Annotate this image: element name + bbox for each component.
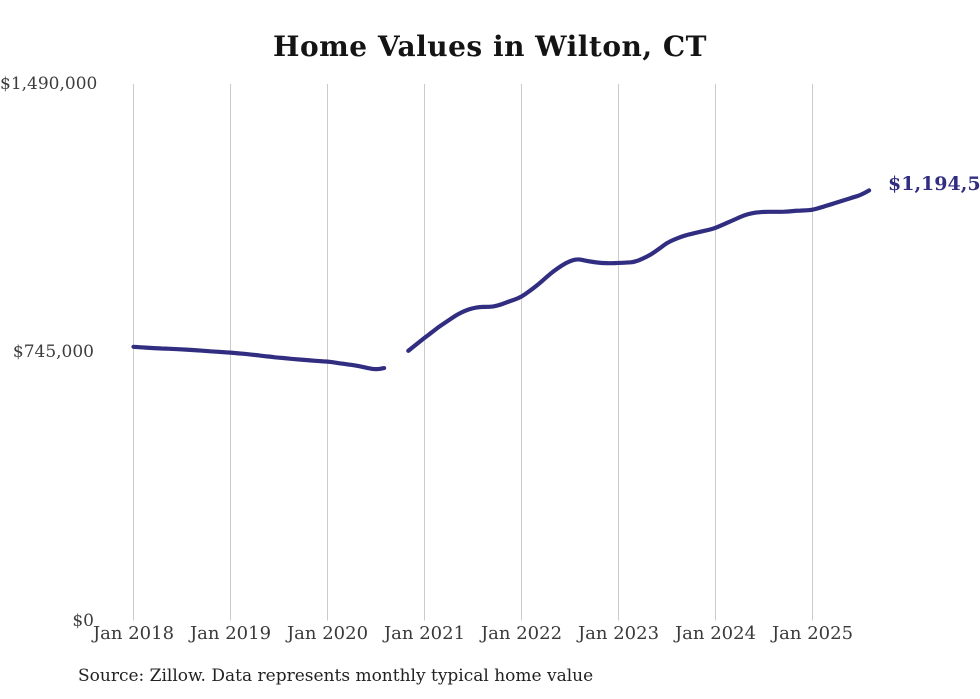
y-tick-label: $0 [72,610,94,631]
current-value-label: $1,194,567 [888,173,980,195]
x-tick-label: Jan 2023 [577,623,660,644]
x-tick-label: Jan 2022 [480,623,563,644]
x-tick-label: Jan 2021 [383,623,466,644]
x-tick-label: Jan 2019 [189,623,272,644]
home-value-line [406,188,872,353]
y-tick-label: $1,490,000 [0,74,98,94]
x-tick-label: Jan 2018 [92,623,175,644]
chart-title: Home Values in Wilton, CT [273,30,707,63]
x-tick-label: Jan 2020 [286,623,369,644]
home-value-line [131,344,387,372]
x-tick-label: Jan 2025 [771,623,854,644]
x-tick-label: Jan 2024 [674,623,757,644]
source-note: Source: Zillow. Data represents monthly … [78,666,594,686]
y-tick-label: $745,000 [12,342,94,363]
